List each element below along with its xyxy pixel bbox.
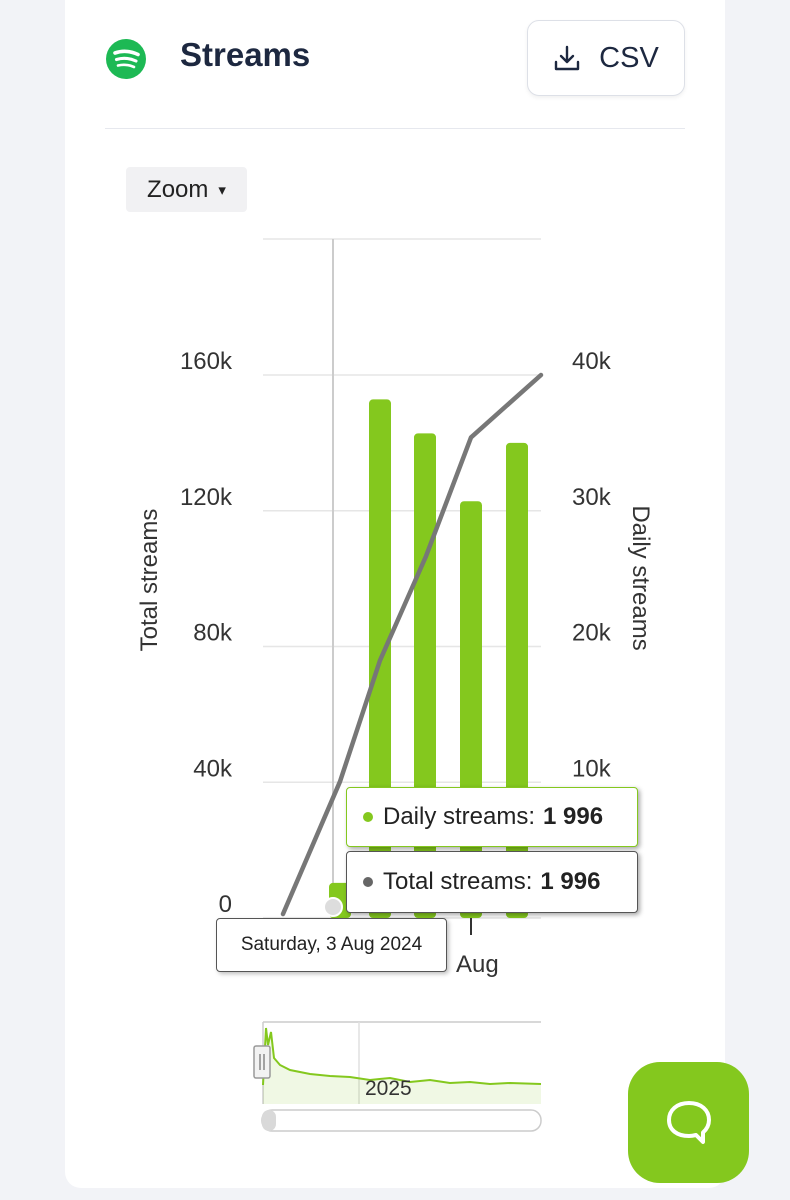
daily-series-dot: [363, 812, 373, 822]
zoom-dropdown[interactable]: Zoom ▾: [126, 167, 247, 212]
chat-button[interactable]: [628, 1062, 749, 1183]
zoom-label: Zoom: [147, 175, 209, 203]
csv-download-button[interactable]: CSV: [527, 20, 685, 96]
download-icon: [554, 45, 580, 71]
total-series-dot: [363, 877, 373, 887]
chevron-down-icon: ▾: [218, 181, 226, 199]
page-title: Streams: [180, 36, 311, 73]
csv-button-label: CSV: [599, 41, 659, 74]
tooltip-total-label: Total streams:: [383, 868, 533, 895]
tooltip-date: Saturday, 3 Aug 2024: [216, 918, 447, 972]
header-divider: [105, 128, 685, 129]
tooltip-total-value: 1 996: [540, 868, 601, 895]
tooltip-total-streams: Total streams: 1 996: [346, 851, 638, 913]
spotify-icon: [106, 39, 146, 79]
tooltip-daily-value: 1 996: [543, 803, 604, 830]
tooltip-daily-streams: Daily streams: 1 996: [346, 787, 638, 847]
tooltip-daily-label: Daily streams:: [383, 803, 536, 830]
chat-bubble-icon: [666, 1100, 711, 1144]
